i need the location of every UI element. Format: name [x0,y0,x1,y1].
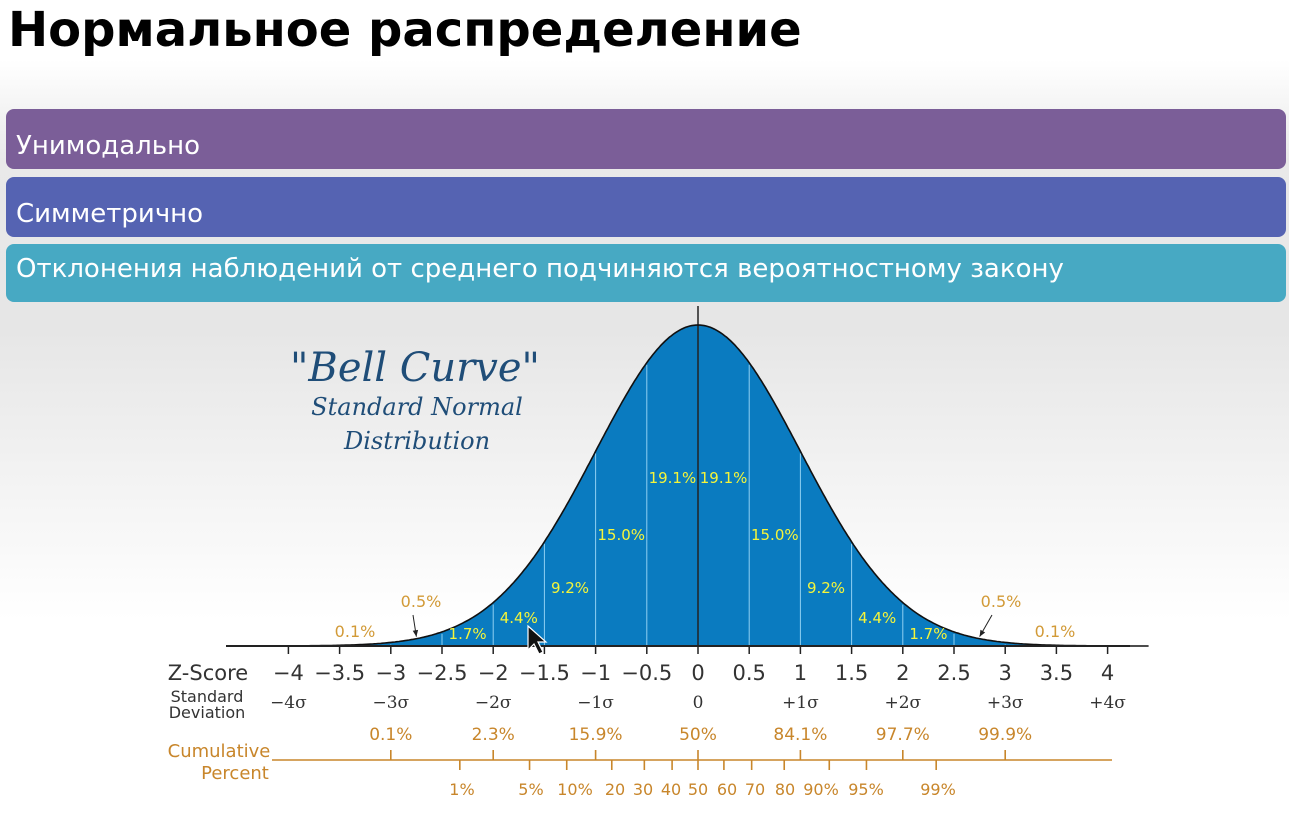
z-tick-label: 0.5 [732,661,765,685]
cumulative-sd-label: 97.7% [876,725,930,745]
sd-tick-label: +4σ [1089,693,1126,713]
cumulative-sd-label: 99.9% [978,725,1032,745]
sd-tick-label: −3σ [372,693,409,713]
tail-pointer-arrow [412,629,419,637]
percentile-label: 30 [633,780,653,799]
percentile-label: 1% [449,780,474,799]
sd-label-line1: Standard [171,687,244,706]
cumulative-label-line1: Cumulative [168,741,271,762]
z-tick-label: −3 [375,661,406,685]
sd-tick-label: −1σ [577,693,614,713]
point-unimodal: Унимодально [6,109,1286,169]
z-tick-label: 2 [896,661,909,685]
z-tick-label: −1.5 [519,661,570,685]
z-tick-label: 4 [1101,661,1114,685]
segment-percent-label: 4.4% [858,609,896,627]
segment-percent-label: 4.4% [500,609,538,627]
tail-percent-label: 0.5% [981,592,1022,611]
percentile-label: 99% [920,780,956,799]
segment-percent-label: 1.7% [909,625,947,643]
tail-percent-label: 0.1% [335,622,376,641]
z-tick-label: 0 [691,661,704,685]
sd-tick-label: +1σ [782,693,819,713]
cumulative-sd-label: 15.9% [569,725,623,745]
z-tick-label: −3.5 [314,661,365,685]
segment-percent-label: 9.2% [807,579,845,597]
sd-tick-label: −2σ [475,693,512,713]
point-symmetric: Симметрично [6,177,1286,237]
percentile-label: 90% [803,780,839,799]
z-tick-label: −4 [273,661,304,685]
cumulative-sd-label: 84.1% [773,725,827,745]
sd-label-line2: Deviation [169,703,246,722]
percentile-label: 80 [775,780,795,799]
z-tick-label: −0.5 [621,661,672,685]
segment-percent-label: 19.1% [700,469,748,487]
z-tick-label: 1.5 [835,661,868,685]
tail-percent-label: 0.1% [1035,622,1076,641]
percentile-label: 5% [518,780,543,799]
bell-curve-chart: 19.1% 19.1% 15.0% 15.0% 9.2% 9.2% 4.4% 4.4% 1.7%… [168,306,1149,799]
cumulative-sd-label: 0.1% [369,725,412,745]
tail-pointer-arrow [979,629,986,637]
percentile-label: 20 [605,780,625,799]
percentile-label: 70 [745,780,765,799]
z-tick-label: −2 [478,661,509,685]
z-score-label: Z-Score [168,661,248,685]
percentile-label: 60 [717,780,737,799]
mouse-cursor-icon [527,624,548,655]
z-tick-label: 3 [999,661,1012,685]
z-tick-label: −1 [580,661,611,685]
percentile-label: 50 [688,780,708,799]
z-tick-label: 2.5 [937,661,970,685]
cumulative-sd-label: 2.3% [472,725,515,745]
slide-title: Нормальное распределение [8,2,802,58]
segment-percent-label: 19.1% [649,469,697,487]
cumulative-label-line2: Percent [201,763,269,784]
tail-percent-label: 0.5% [401,592,442,611]
chart-title: "Bell Curve" [290,345,540,391]
z-tick-label: 1 [794,661,807,685]
percentile-label: 40 [661,780,681,799]
segment-percent-label: 15.0% [597,526,645,544]
z-tick-label: 3.5 [1040,661,1073,685]
curve-outline [247,324,1149,647]
point-deviations: Отклонения наблюдений от среднего подчин… [6,244,1286,302]
segment-percent-label: 1.7% [449,625,487,643]
cumulative-sd-label: 50% [679,725,717,745]
percentile-label: 10% [557,780,593,799]
sd-tick-label: 0 [693,693,704,713]
chart-subtitle-line1: Standard Normal [311,393,523,421]
sd-tick-label: +3σ [987,693,1024,713]
segment-percent-label: 9.2% [551,579,589,597]
segment-percent-label: 15.0% [751,526,799,544]
sd-tick-label: +2σ [884,693,921,713]
z-tick-label: −2.5 [417,661,468,685]
sd-tick-label: −4σ [270,693,307,713]
percentile-label: 95% [848,780,884,799]
chart-subtitle-line2: Distribution [343,427,490,455]
